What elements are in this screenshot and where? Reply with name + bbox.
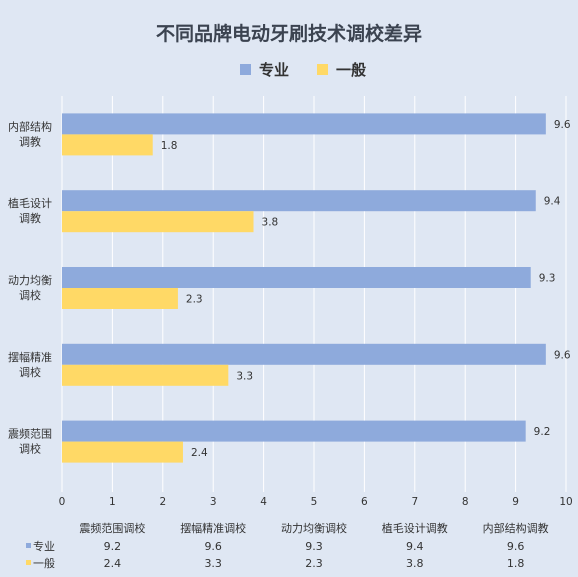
value-label-s0-c2: 9.3 (539, 273, 556, 285)
table-value-s0-col4: 9.6 (507, 540, 525, 553)
table-swatch-s0 (26, 543, 31, 548)
table-swatch-s1 (26, 560, 31, 565)
x-tick-label-6: 6 (361, 496, 368, 508)
bar-s0-c3 (62, 343, 546, 365)
bar-s0-c0 (62, 113, 546, 135)
table-value-s1-col4: 1.8 (507, 557, 525, 570)
table-header-0: 震频范围调校 (79, 521, 145, 535)
table-value-s0-col3: 9.4 (406, 540, 424, 553)
value-label-s0-c4: 9.2 (534, 426, 551, 438)
category-label-0: 内部结构调教 (8, 119, 52, 148)
bar-s0-c4 (62, 420, 526, 442)
x-tick-label-4: 4 (260, 496, 267, 508)
legend-swatch-general (317, 64, 328, 75)
table-header-1: 摆幅精准调校 (180, 521, 246, 535)
table-series-name-s1: 一般 (33, 557, 55, 570)
table-value-s0-col0: 9.2 (104, 540, 122, 553)
table-header-4: 内部结构调教 (483, 521, 549, 535)
value-label-s1-c2: 2.3 (186, 294, 203, 306)
chart-title: 不同品牌电动牙刷技术调校差异 (156, 22, 422, 45)
table-series-name-s0: 专业 (33, 539, 55, 553)
x-tick-label-0: 0 (59, 496, 66, 508)
category-label-4: 震频范围调校 (8, 427, 52, 456)
x-tick-label-7: 7 (411, 496, 418, 508)
table-value-s1-col2: 2.3 (305, 557, 323, 570)
legend: 专业 一般 (240, 61, 366, 79)
bar-s1-c0 (62, 134, 153, 156)
x-tick-label-2: 2 (159, 496, 166, 508)
table-value-s1-col3: 3.8 (406, 557, 424, 570)
legend-label-professional: 专业 (259, 61, 289, 79)
table-value-s0-col2: 9.3 (305, 540, 323, 553)
category-label-1: 植毛设计调教 (8, 196, 52, 225)
value-label-s0-c0: 9.6 (554, 119, 571, 131)
bar-s1-c3 (62, 364, 229, 386)
x-tick-label-1: 1 (109, 496, 116, 508)
table-value-s1-col1: 3.3 (204, 557, 222, 570)
x-tick-label-8: 8 (462, 496, 469, 508)
value-label-s0-c1: 9.4 (544, 196, 561, 208)
x-tick-label-9: 9 (512, 496, 519, 508)
table-value-s1-col0: 2.4 (104, 557, 122, 570)
value-label-s1-c1: 3.8 (262, 217, 279, 229)
table-header-3: 植毛设计调教 (382, 521, 448, 535)
bar-s0-c1 (62, 190, 536, 212)
bar-s1-c4 (62, 441, 183, 463)
x-tick-labels: 0 1 2 3 4 5 6 7 8 9 10 (59, 496, 573, 508)
bars: 9.6 1.8 9.4 3.8 9.3 2.3 9.6 3.3 9.2 2.4 (62, 113, 571, 463)
value-label-s1-c0: 1.8 (161, 140, 178, 152)
x-tick-label-10: 10 (559, 496, 572, 508)
value-label-s1-c3: 3.3 (236, 370, 253, 382)
category-label-2: 动力均衡调校 (8, 274, 52, 302)
x-tick-label-3: 3 (210, 496, 217, 508)
bar-s0-c2 (62, 267, 531, 288)
category-label-3: 摆幅精准调校 (8, 350, 52, 379)
legend-swatch-professional (240, 64, 251, 75)
bar-s1-c1 (62, 211, 254, 233)
legend-label-general: 一般 (336, 61, 366, 79)
table-value-s0-col1: 9.6 (204, 540, 222, 553)
bar-s1-c2 (62, 288, 178, 309)
x-tick-label-5: 5 (311, 496, 318, 508)
table-header-2: 动力均衡调校 (281, 521, 347, 535)
value-label-s1-c4: 2.4 (191, 447, 208, 459)
value-label-s0-c3: 9.6 (554, 349, 571, 361)
